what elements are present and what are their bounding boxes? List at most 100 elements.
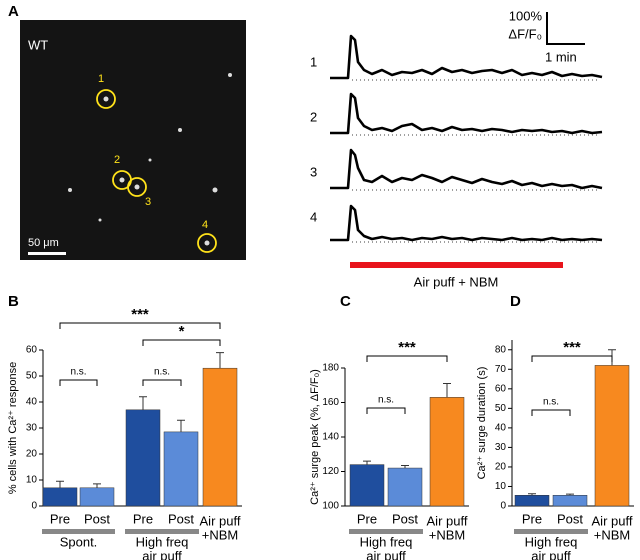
bar	[387, 467, 423, 507]
bar	[202, 367, 238, 507]
error-bar	[401, 464, 409, 469]
trace-label: 1	[310, 54, 317, 69]
group-bar	[514, 529, 588, 534]
panel-letter: C	[340, 293, 351, 310]
y-tick-label: 60	[26, 345, 38, 356]
cell-label: 2	[114, 154, 120, 166]
group-bar	[349, 529, 423, 534]
y-tick-label: 180	[322, 363, 339, 374]
group-bar	[42, 529, 115, 534]
y-tick-label: 0	[500, 501, 506, 512]
cell-label: 1	[98, 73, 104, 85]
y-axis-label: Ca²⁺ surge peak (%, ΔF/F₀)	[309, 369, 321, 505]
cell-label: 4	[202, 219, 208, 231]
y-tick-label: 20	[26, 449, 38, 460]
significance-label: n.s.	[543, 397, 559, 408]
bar	[429, 397, 465, 507]
group-label: +NBM	[594, 527, 630, 542]
significance-label: ***	[398, 339, 416, 356]
y-tick-label: 70	[495, 364, 507, 375]
baselines	[352, 79, 600, 243]
y-axis-label: % cells with Ca²⁺ response	[7, 362, 19, 494]
bar	[594, 365, 630, 507]
y-tick-label: 40	[495, 423, 507, 434]
y-tick-label: 50	[495, 403, 507, 414]
bar	[125, 409, 161, 507]
y-tick-label: 0	[31, 501, 37, 512]
error-bar	[528, 493, 536, 496]
x-tick-label: Post	[84, 511, 110, 526]
y-tick-label: 30	[495, 442, 507, 453]
bar	[42, 487, 78, 507]
y-tick-label: 80	[495, 344, 507, 355]
y-tick-label: 60	[495, 383, 507, 394]
significance-bracket	[142, 379, 182, 386]
trace-label: 3	[310, 164, 317, 179]
significance-bracket	[366, 355, 448, 362]
trace-label: 4	[310, 209, 317, 224]
significance-bracket	[531, 355, 613, 362]
significance-bracket	[531, 409, 571, 416]
group-bar	[125, 529, 199, 534]
x-tick-label: Pre	[522, 511, 542, 526]
panel-letter: B	[8, 293, 19, 310]
y-tick-label: 140	[322, 432, 339, 443]
y-tick-label: 160	[322, 397, 339, 408]
scale-bar	[28, 252, 66, 255]
error-bar	[216, 352, 224, 369]
y-tick-label: 10	[495, 481, 507, 492]
y-tick-label: 120	[322, 466, 339, 477]
stimulus-bar	[350, 262, 563, 268]
group-label: High freq	[136, 534, 189, 549]
significance-label: n.s.	[154, 367, 170, 378]
error-bar	[56, 480, 64, 488]
group-label: air puff	[531, 548, 571, 560]
bar	[79, 487, 115, 507]
group-label: Air puff	[427, 513, 468, 528]
significance-bracket	[59, 379, 98, 386]
panel-letter: A	[8, 3, 19, 20]
group-label: High freq	[360, 534, 413, 549]
cell-circles	[96, 89, 217, 253]
error-bar	[93, 483, 101, 488]
image-label: WT	[28, 37, 48, 52]
y-tick-label: 40	[26, 397, 38, 408]
trace-label: 2	[310, 109, 317, 124]
x-tick-label: Post	[392, 511, 418, 526]
x-tick-label: Pre	[357, 511, 377, 526]
significance-label: ***	[131, 306, 149, 323]
stimulus-label: Air puff + NBM	[414, 274, 499, 289]
y-tick-label: 20	[495, 462, 507, 473]
group-label: High freq	[525, 534, 578, 549]
x-tick-label: Pre	[133, 511, 153, 526]
error-bar	[177, 419, 185, 432]
panel-letter: D	[510, 293, 521, 310]
group-label: air puff	[366, 548, 406, 560]
traces	[330, 34, 603, 242]
significance-label: n.s.	[378, 395, 394, 406]
group-label: Spont.	[60, 534, 98, 549]
group-label: +NBM	[429, 527, 465, 542]
panel-a: A 1 2 3 4 WT 50 μm 1 2 3 4 100% ΔF/F₀ 1 …	[8, 3, 603, 289]
error-bar	[443, 383, 451, 398]
bar	[514, 495, 550, 507]
y-axis-label: Ca²⁺ surge duration (s)	[476, 367, 488, 480]
bar	[163, 431, 199, 507]
cells	[68, 73, 232, 246]
bar	[349, 464, 385, 507]
significance-label: *	[179, 323, 185, 340]
significance-bracket	[366, 407, 406, 414]
x-tick-label: Post	[168, 511, 194, 526]
significance-bracket	[142, 339, 221, 346]
scale-y-unit: ΔF/F₀	[508, 26, 542, 41]
bar	[552, 495, 588, 507]
significance-label: ***	[563, 339, 581, 356]
scale-bar	[546, 12, 585, 45]
significance-label: n.s.	[70, 367, 86, 378]
x-tick-label: Post	[557, 511, 583, 526]
scale-x-label: 1 min	[545, 49, 577, 64]
scale-bar-label: 50 μm	[28, 237, 59, 249]
group-label: air puff	[142, 548, 182, 560]
error-bar	[566, 493, 574, 496]
